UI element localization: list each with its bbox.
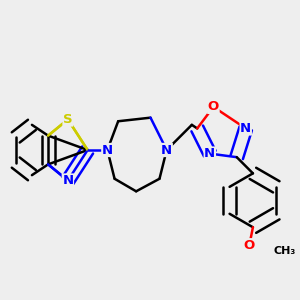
Text: N: N [62,174,74,187]
Text: N: N [204,147,215,160]
Text: O: O [244,239,255,252]
Text: O: O [208,100,219,113]
Text: N: N [161,143,172,157]
Text: N: N [240,122,251,135]
Text: S: S [63,113,73,126]
Text: N: N [102,143,113,157]
Text: CH₃: CH₃ [273,246,296,256]
